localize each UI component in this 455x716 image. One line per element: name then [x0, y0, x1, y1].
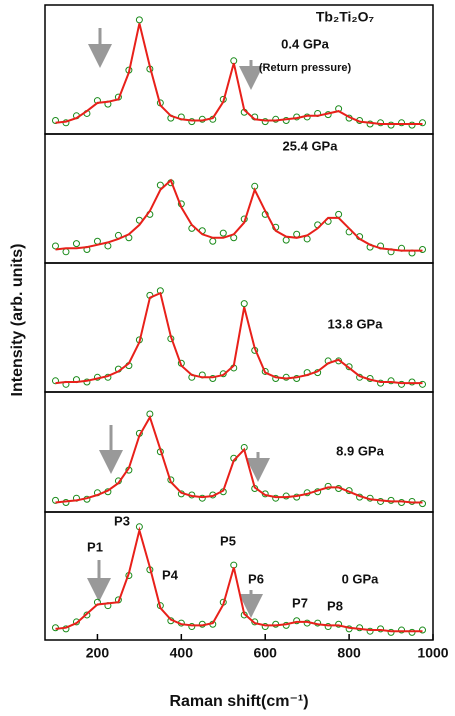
- panel-label: 13.8 GPa: [328, 316, 384, 331]
- arrows: [87, 28, 270, 618]
- data-point: [408, 378, 416, 386]
- peak-label: P4: [162, 567, 179, 582]
- peak-label: P1: [87, 539, 103, 554]
- x-tick-label: 800: [337, 645, 361, 661]
- data-point: [51, 242, 59, 250]
- data-point: [398, 119, 406, 127]
- data-point: [324, 623, 332, 631]
- panel-sublabel: (Return pressure): [259, 62, 352, 74]
- data-point: [335, 620, 343, 628]
- data-point: [377, 379, 385, 387]
- data-point: [398, 626, 406, 634]
- data-point: [261, 118, 269, 126]
- data-point: [398, 380, 406, 388]
- data-point: [72, 618, 80, 626]
- fit-line: [55, 291, 423, 385]
- panel-label: 0 GPa: [342, 571, 380, 586]
- data-point: [324, 482, 332, 490]
- data-point: [251, 618, 259, 626]
- panel-label: 25.4 GPa: [283, 138, 339, 153]
- x-tick-label: 600: [254, 645, 278, 661]
- x-tick-label: 1000: [417, 645, 448, 661]
- peak-label: P3: [114, 513, 130, 528]
- data-point: [219, 229, 227, 237]
- x-tick-label: 200: [86, 645, 110, 661]
- peak-label: P7: [292, 595, 308, 610]
- data-point: [293, 617, 301, 625]
- data-point: [387, 628, 395, 636]
- data-point: [387, 377, 395, 385]
- data-point: [62, 248, 70, 256]
- data-point: [261, 623, 269, 631]
- y-axis-label: Intensity (arb. units): [9, 244, 26, 397]
- fit-line: [55, 178, 423, 252]
- peak-label: P6: [248, 571, 264, 586]
- data-point: [51, 116, 59, 124]
- data-point: [408, 628, 416, 636]
- data-point: [219, 370, 227, 378]
- data-point: [419, 380, 427, 388]
- data-point: [209, 237, 217, 245]
- peak-label: P8: [327, 598, 343, 613]
- data-point: [419, 500, 427, 508]
- data-point: [188, 118, 196, 126]
- x-tick-label: 400: [170, 645, 194, 661]
- fit-line: [55, 23, 423, 125]
- data-point: [72, 240, 80, 248]
- data-point: [387, 121, 395, 129]
- data-point: [408, 121, 416, 129]
- panel-frame: [44, 511, 434, 641]
- data-point: [366, 627, 374, 635]
- data-point: [83, 611, 91, 619]
- data-point: [261, 367, 269, 375]
- data-point: [156, 181, 164, 189]
- data-point: [198, 494, 206, 502]
- data-point: [209, 374, 217, 382]
- data-point: [419, 626, 427, 634]
- fit-line: [55, 414, 423, 504]
- data-point: [282, 236, 290, 244]
- data-point: [335, 210, 343, 218]
- data-point: [51, 377, 59, 385]
- panel-label: 8.9 GPa: [336, 443, 384, 458]
- data-point: [419, 119, 427, 127]
- data-point: [419, 245, 427, 253]
- panel-label: 0.4 GPa: [281, 36, 329, 51]
- data-point: [272, 494, 280, 502]
- panel-frame: [44, 4, 434, 135]
- data-point: [188, 623, 196, 631]
- data-point: [51, 496, 59, 504]
- chart-title: Tb₂Ti₂O₇: [316, 9, 374, 25]
- x-axis-label: Raman shift(cm⁻¹): [169, 693, 308, 710]
- data-point: [377, 625, 385, 633]
- fit-line: [55, 526, 423, 633]
- data-point: [135, 16, 143, 24]
- data-point: [240, 300, 248, 308]
- peak-label: P5: [220, 533, 236, 548]
